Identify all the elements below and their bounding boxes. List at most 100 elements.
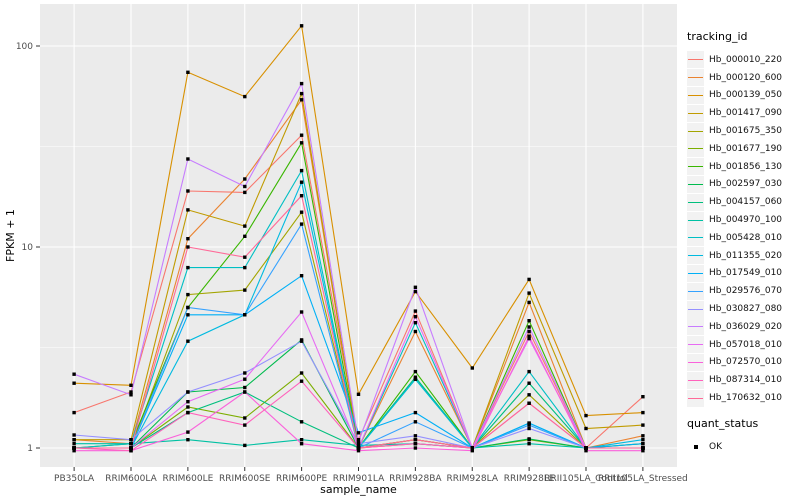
data-point [186, 339, 190, 343]
y-tick-label: 100 [16, 42, 33, 52]
data-point [299, 339, 304, 343]
data-point [413, 377, 418, 381]
y-tick-label: 1 [27, 444, 33, 454]
data-point [129, 390, 133, 394]
legend: tracking_id Hb_000010_220 Hb_000120_600 Hb… [687, 30, 799, 456]
legend-item-label: Hb_017549_010 [709, 268, 783, 279]
legend-item-label: Hb_004970_100 [709, 215, 783, 226]
data-point [243, 313, 247, 317]
legend-item-Hb_005428_010: Hb_005428_010 [687, 229, 799, 247]
data-point [413, 410, 418, 415]
legend-key-swatch [687, 140, 704, 158]
data-point [641, 449, 645, 453]
legend-key-swatch [687, 69, 704, 87]
data-point [641, 423, 645, 427]
data-point [299, 81, 304, 86]
x-axis-title: sample_name [320, 483, 397, 496]
data-point [413, 438, 418, 442]
legend-color-line-icon [688, 255, 703, 257]
legend-key-swatch [687, 193, 704, 211]
legend-item-Hb_087314_010: Hb_087314_010 [687, 371, 799, 389]
quant-item-label: OK [709, 441, 722, 452]
data-point [527, 336, 531, 341]
data-point [299, 141, 304, 145]
data-point [299, 24, 304, 28]
data-point [186, 400, 190, 404]
data-point [72, 381, 76, 385]
legend-color-line-icon [688, 166, 703, 168]
data-point [527, 423, 531, 427]
data-point [527, 300, 531, 305]
legend-item-label: Hb_005428_010 [709, 232, 783, 243]
legend-key-swatch [687, 282, 704, 300]
legend-color-line-icon [688, 326, 703, 328]
legend-item-label: Hb_011355_020 [709, 250, 783, 261]
data-point [413, 446, 418, 450]
legend-item-Hb_000010_220: Hb_000010_220 [687, 51, 799, 69]
legend-key-swatch [687, 247, 704, 265]
legend-color-line-icon [688, 148, 703, 150]
data-point [641, 410, 645, 415]
legend-item-Hb_170632_010: Hb_170632_010 [687, 389, 799, 407]
data-point [356, 449, 361, 453]
data-point [129, 449, 133, 453]
legend-key-swatch [687, 371, 704, 389]
legend-key-swatch [687, 318, 704, 336]
data-point [527, 291, 531, 295]
data-point [72, 438, 76, 442]
data-point [186, 390, 190, 394]
legend-color-line-icon [688, 290, 703, 292]
legend-item-label: Hb_087314_010 [709, 375, 783, 386]
data-point [186, 245, 190, 249]
legend-item-label: Hb_000120_600 [709, 72, 783, 83]
data-point [186, 157, 190, 161]
legend-color-line-icon [688, 201, 703, 203]
legend-key-swatch [687, 104, 704, 122]
legend-item-label: Hb_057018_010 [709, 339, 783, 350]
quant-key-swatch [687, 438, 704, 456]
data-point [243, 288, 247, 292]
data-point [299, 222, 304, 226]
legend-key-swatch [687, 86, 704, 104]
legend-item-label: Hb_170632_010 [709, 393, 783, 404]
legend-item-Hb_011355_020: Hb_011355_020 [687, 247, 799, 265]
x-tick-label: RRIM928LA [447, 474, 499, 484]
y-axis-title: FPKM + 1 [4, 209, 17, 262]
data-point [527, 421, 531, 425]
x-tick-label: RRII105LA_Control [544, 474, 627, 484]
data-point [299, 194, 304, 198]
data-point [186, 313, 190, 317]
data-point [641, 446, 645, 450]
data-point [413, 321, 418, 325]
legend-item-label: Hb_036029_020 [709, 321, 783, 332]
data-point [243, 423, 247, 427]
data-point [243, 385, 247, 390]
legend-key-swatch [687, 211, 704, 229]
data-point [527, 334, 531, 338]
data-point [527, 329, 531, 334]
data-point [299, 274, 304, 278]
black-square-point-icon [693, 444, 698, 449]
data-point [470, 449, 474, 453]
data-point [641, 438, 645, 442]
x-tick-label: RRIM928BA [389, 474, 442, 484]
legend-color-line-icon [688, 308, 703, 310]
legend-item-label: Hb_002597_030 [709, 179, 783, 190]
data-point [584, 426, 588, 431]
data-point [413, 420, 418, 424]
legend-item-Hb_029576_070: Hb_029576_070 [687, 282, 799, 300]
data-point [356, 431, 361, 435]
x-tick-label: RRIM600SE [219, 474, 271, 484]
data-point [413, 309, 418, 313]
legend-item-label: Hb_001675_350 [709, 126, 783, 137]
legend-item-label: Hb_030827_080 [709, 304, 783, 315]
data-point [413, 289, 418, 294]
legend-color-line-icon [688, 59, 703, 61]
data-point [527, 325, 531, 329]
legend-key-swatch [687, 353, 704, 371]
legend-item-label: Hb_072570_010 [709, 357, 783, 368]
quant-legend-items: OK [687, 438, 799, 456]
data-point [299, 442, 304, 446]
legend-color-line-icon [688, 397, 703, 399]
data-point [243, 224, 247, 228]
